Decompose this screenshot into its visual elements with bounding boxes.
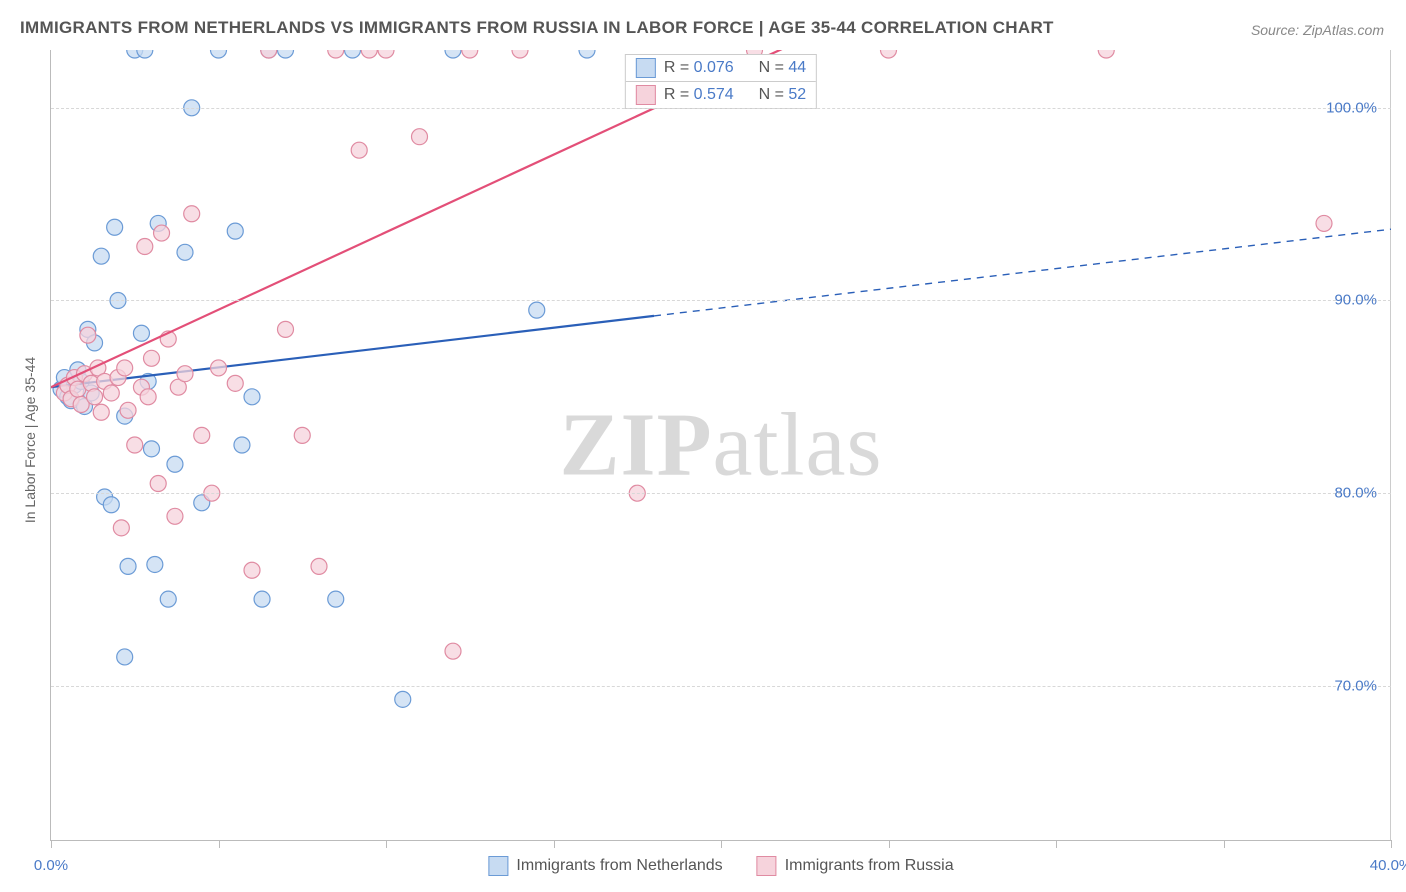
scatter-point xyxy=(227,223,243,239)
scatter-point xyxy=(881,50,897,58)
legend-swatch xyxy=(636,58,656,78)
scatter-point xyxy=(328,591,344,607)
scatter-point xyxy=(184,206,200,222)
scatter-point xyxy=(117,360,133,376)
scatter-point xyxy=(294,427,310,443)
scatter-point xyxy=(361,50,377,58)
scatter-point xyxy=(378,50,394,58)
y-tick-label: 90.0% xyxy=(1334,292,1377,309)
scatter-point xyxy=(412,129,428,145)
r-label: R = 0.574 xyxy=(664,86,734,104)
scatter-point xyxy=(244,389,260,405)
scatter-point xyxy=(194,427,210,443)
correlation-legend-row: R = 0.076 N = 44 xyxy=(626,55,816,81)
scatter-point xyxy=(579,50,595,58)
gridline xyxy=(51,493,1391,494)
x-tick xyxy=(889,840,890,848)
scatter-point xyxy=(211,50,227,58)
scatter-point xyxy=(144,350,160,366)
series-legend-label: Immigrants from Netherlands xyxy=(516,857,722,875)
legend-swatch xyxy=(757,856,777,876)
scatter-point xyxy=(107,219,123,235)
scatter-point xyxy=(445,643,461,659)
scatter-point xyxy=(147,556,163,572)
x-tick xyxy=(51,840,52,848)
scatter-point xyxy=(227,375,243,391)
regression-line-extension xyxy=(654,229,1391,316)
scatter-point xyxy=(311,558,327,574)
scatter-point xyxy=(445,50,461,58)
scatter-point xyxy=(93,404,109,420)
scatter-point xyxy=(345,50,361,58)
scatter-point xyxy=(167,508,183,524)
scatter-point xyxy=(87,389,103,405)
gridline xyxy=(51,686,1391,687)
scatter-point xyxy=(113,520,129,536)
chart-title: IMMIGRANTS FROM NETHERLANDS VS IMMIGRANT… xyxy=(20,18,1054,38)
gridline xyxy=(51,108,1391,109)
scatter-point xyxy=(167,456,183,472)
n-label: N = 44 xyxy=(759,59,807,77)
y-tick-label: 100.0% xyxy=(1326,99,1377,116)
scatter-point xyxy=(351,142,367,158)
scatter-point xyxy=(278,50,294,58)
scatter-point xyxy=(177,244,193,260)
scatter-point xyxy=(211,360,227,376)
scatter-point xyxy=(154,225,170,241)
scatter-point xyxy=(512,50,528,58)
x-tick xyxy=(1391,840,1392,848)
n-label: N = 52 xyxy=(759,86,807,104)
series-legend-label: Immigrants from Russia xyxy=(785,857,954,875)
scatter-point xyxy=(120,558,136,574)
legend-swatch xyxy=(488,856,508,876)
scatter-point xyxy=(261,50,277,58)
series-legend: Immigrants from Netherlands Immigrants fr… xyxy=(488,856,953,876)
x-tick xyxy=(386,840,387,848)
scatter-point xyxy=(120,402,136,418)
scatter-point xyxy=(254,591,270,607)
scatter-point xyxy=(328,50,344,58)
x-tick-label: 0.0% xyxy=(34,857,68,874)
scatter-point xyxy=(133,325,149,341)
scatter-point xyxy=(1316,215,1332,231)
y-axis-title: In Labor Force | Age 35-44 xyxy=(22,357,38,523)
scatter-point xyxy=(244,562,260,578)
series-legend-item: Immigrants from Netherlands xyxy=(488,856,722,876)
scatter-point xyxy=(278,321,294,337)
scatter-point xyxy=(177,366,193,382)
scatter-point xyxy=(137,239,153,255)
scatter-point xyxy=(529,302,545,318)
source-attribution: Source: ZipAtlas.com xyxy=(1251,22,1384,38)
legend-swatch xyxy=(636,85,656,105)
scatter-point xyxy=(103,497,119,513)
x-tick-label: 40.0% xyxy=(1370,857,1406,874)
correlation-legend: R = 0.076 N = 44R = 0.574 N = 52 xyxy=(625,54,817,109)
scatter-point xyxy=(103,385,119,401)
r-label: R = 0.076 xyxy=(664,59,734,77)
x-tick xyxy=(1056,840,1057,848)
scatter-svg xyxy=(51,50,1391,840)
scatter-point xyxy=(117,649,133,665)
scatter-point xyxy=(462,50,478,58)
y-tick-label: 70.0% xyxy=(1334,677,1377,694)
scatter-point xyxy=(150,476,166,492)
y-tick-label: 80.0% xyxy=(1334,485,1377,502)
scatter-point xyxy=(395,691,411,707)
x-tick xyxy=(1224,840,1225,848)
correlation-legend-row: R = 0.574 N = 52 xyxy=(626,81,816,108)
gridline xyxy=(51,300,1391,301)
scatter-point xyxy=(80,327,96,343)
plot-area: ZIPatlas R = 0.076 N = 44R = 0.574 N = 5… xyxy=(50,50,1391,841)
x-tick xyxy=(219,840,220,848)
scatter-point xyxy=(234,437,250,453)
x-tick xyxy=(554,840,555,848)
scatter-point xyxy=(160,591,176,607)
x-tick xyxy=(721,840,722,848)
scatter-point xyxy=(1098,50,1114,58)
scatter-point xyxy=(140,389,156,405)
scatter-point xyxy=(93,248,109,264)
scatter-point xyxy=(144,441,160,457)
series-legend-item: Immigrants from Russia xyxy=(757,856,954,876)
scatter-point xyxy=(127,437,143,453)
